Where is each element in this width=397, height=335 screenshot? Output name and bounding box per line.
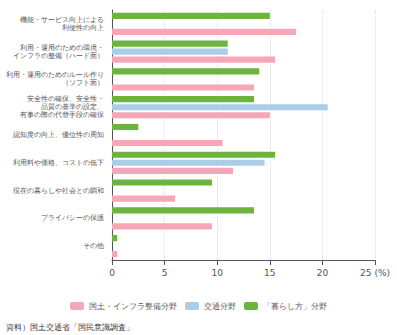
svg-text:利用・運用のためのルール作り: 利用・運用のためのルール作り: [6, 71, 104, 79]
svg-text:資料）国土交通省「国民意識調査」: 資料）国土交通省「国民意識調査」: [6, 323, 134, 332]
svg-text:5: 5: [162, 268, 168, 278]
svg-text:0: 0: [109, 268, 115, 278]
svg-text:10: 10: [211, 268, 223, 278]
svg-text:機能・サービス向上による: 機能・サービス向上による: [20, 16, 104, 24]
svg-text:国土・インフラ整備分野: 国土・インフラ整備分野: [89, 302, 177, 311]
svg-text:その他: その他: [83, 242, 104, 250]
svg-text:交通分野: 交通分野: [204, 302, 236, 311]
svg-text:20: 20: [317, 268, 329, 278]
svg-text:25 (%): 25 (%): [360, 268, 390, 278]
svg-text:プライバシーの保護: プライバシーの保護: [41, 214, 104, 222]
svg-text:品質の基準の設定、: 品質の基準の設定、: [41, 103, 104, 111]
svg-text:15: 15: [264, 268, 275, 278]
svg-text:利用料や価格、コストの低下: 利用料や価格、コストの低下: [13, 159, 104, 167]
svg-text:「暮らし方」分野: 「暮らし方」分野: [263, 302, 327, 311]
svg-text:（ソフト面）: （ソフト面）: [62, 79, 104, 87]
svg-text:利便性の向上: 利便性の向上: [62, 24, 104, 32]
svg-text:現在の暮らしや社会との調和: 現在の暮らしや社会との調和: [13, 187, 104, 195]
svg-text:インフラの整備（ハード面）: インフラの整備（ハード面）: [13, 52, 104, 60]
svg-text:安全性の確保、安全性・: 安全性の確保、安全性・: [27, 95, 104, 103]
svg-text:認知度の向上、優位性の周知: 認知度の向上、優位性の周知: [13, 131, 104, 139]
svg-text:利用・運用のための環境・: 利用・運用のための環境・: [20, 44, 104, 52]
svg-text:有事の際の代替手段の確保: 有事の際の代替手段の確保: [20, 111, 104, 119]
